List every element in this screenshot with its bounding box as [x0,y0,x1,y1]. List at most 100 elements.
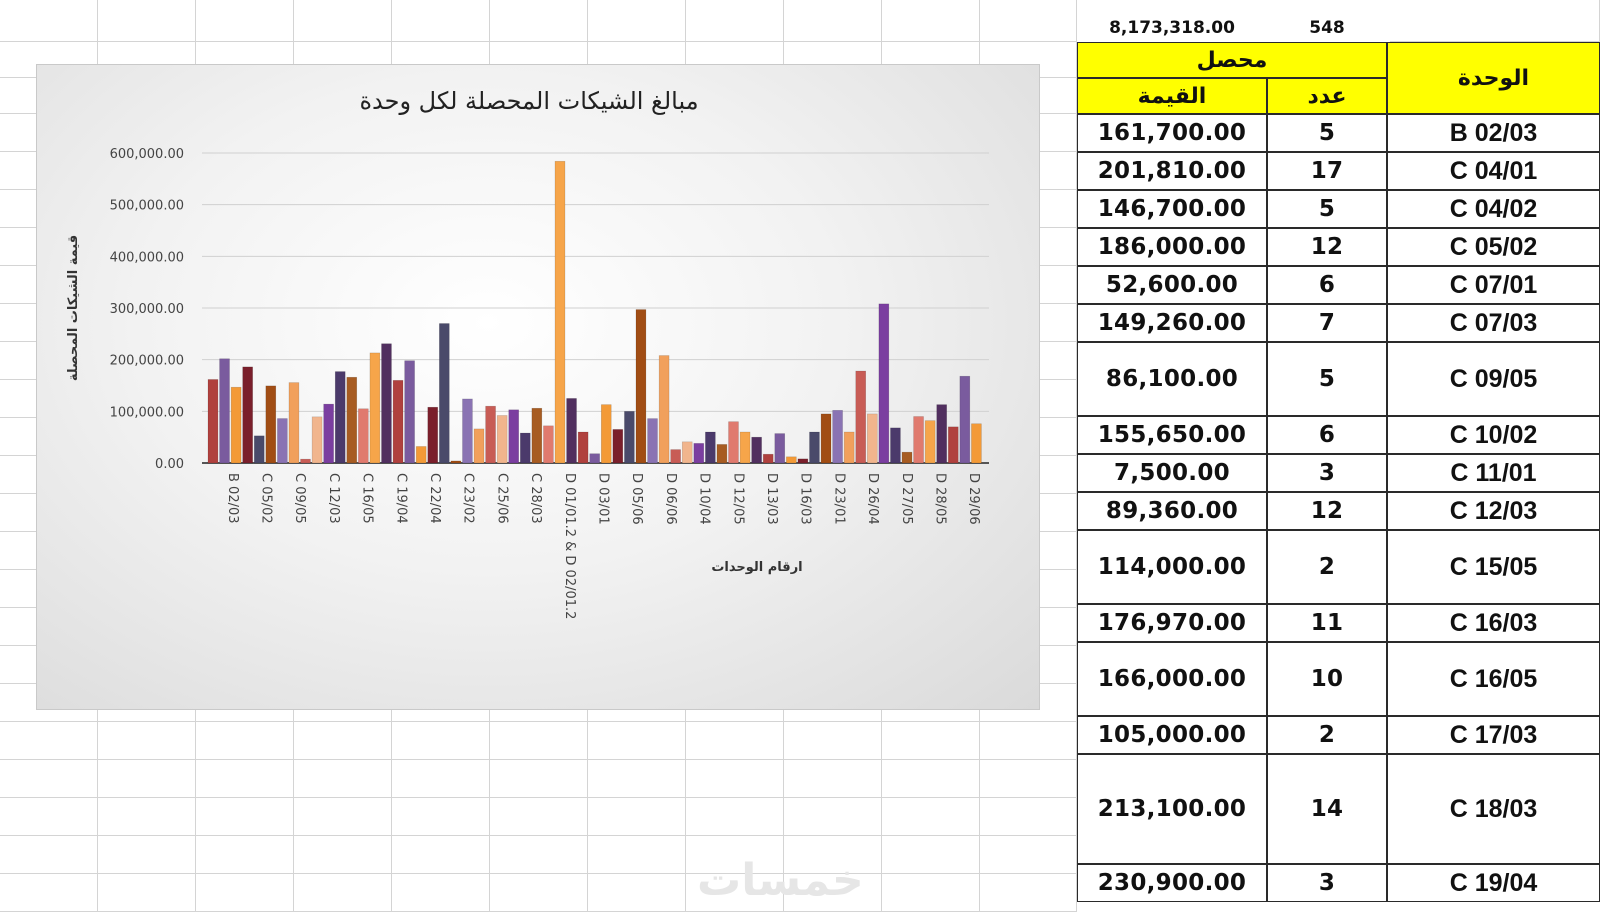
chart-bar [624,411,635,464]
chart-bar [415,446,427,464]
cell-value[interactable]: 186,000.00 [1077,228,1267,266]
cell-unit[interactable]: B 02/03 [1387,114,1600,152]
chart-bar [230,386,242,464]
cell-unit[interactable]: C 19/04 [1387,864,1600,902]
chart-bar [346,376,358,464]
watermark-logo: خمسات [697,855,864,906]
y-tick-label: 600,000.00 [110,147,184,162]
cell-count[interactable]: 17 [1267,152,1387,190]
chart-bar [554,160,566,464]
chart-bar [924,420,936,464]
x-axis-label: ارقام الوحدات [711,560,802,575]
cell-count[interactable]: 2 [1267,716,1387,754]
cell-value[interactable]: 89,360.00 [1077,492,1267,530]
cell-count[interactable]: 6 [1267,416,1387,454]
cell-count[interactable]: 12 [1267,228,1387,266]
cell-value[interactable]: 114,000.00 [1077,530,1267,604]
cell-unit[interactable]: C 07/03 [1387,304,1600,342]
chart-bar [543,425,554,464]
cell-unit[interactable]: C 07/01 [1387,266,1600,304]
cell-count[interactable]: 2 [1267,530,1387,604]
cell-value[interactable]: 149,260.00 [1077,304,1267,342]
chart-bar [832,409,843,464]
cell-count[interactable]: 3 [1267,454,1387,492]
x-tick-label: D 12/05 [730,473,745,525]
cell-count[interactable]: 11 [1267,604,1387,642]
cell-unit[interactable]: C 15/05 [1387,530,1600,604]
cell-unit[interactable]: C 11/01 [1387,454,1600,492]
chart-bar [797,458,809,464]
cell-value[interactable]: 166,000.00 [1077,642,1267,716]
cell-unit[interactable]: C 12/03 [1387,492,1600,530]
cell-value[interactable]: 161,700.00 [1077,114,1267,152]
x-tick-label: D 29/06 [966,473,981,525]
bar-chart: مبالغ الشيكات المحصلة لكل وحدة 0.00 100,00… [66,87,989,619]
chart-bar [901,451,913,464]
cell-count[interactable]: 7 [1267,304,1387,342]
cell-unit[interactable]: C 16/03 [1387,604,1600,642]
chart-bar [311,416,323,464]
cell-value[interactable]: 146,700.00 [1077,190,1267,228]
x-tick-label: D 13/03 [764,473,779,525]
chart-bar [855,370,867,464]
chart-bar [288,382,300,464]
cell-count[interactable]: 5 [1267,114,1387,152]
chart-title: مبالغ الشيكات المحصلة لكل وحدة [359,87,698,115]
cell-unit[interactable]: C 16/05 [1387,642,1600,716]
cell-count[interactable]: 12 [1267,492,1387,530]
cell-count[interactable]: 10 [1267,642,1387,716]
cell-unit[interactable]: C 17/03 [1387,716,1600,754]
y-tick-label: 200,000.00 [110,354,184,369]
chart-bar [867,413,878,464]
cell-unit[interactable]: C 10/02 [1387,416,1600,454]
chart-bar [878,303,890,464]
total-count: 548 [1309,18,1345,38]
x-tick-label: D 27/05 [899,473,914,525]
cell-unit[interactable]: C 18/03 [1387,754,1600,864]
chart-bar [635,309,647,464]
chart-bar [600,404,612,464]
chart-bar [739,431,751,464]
cell-value[interactable]: 230,900.00 [1077,864,1267,902]
chart-bar [381,343,392,464]
chart-bar [751,436,762,464]
cell-value[interactable]: 201,810.00 [1077,152,1267,190]
cell-value[interactable]: 155,650.00 [1077,416,1267,454]
chart-bar [566,398,577,464]
chart-bar [369,352,381,464]
chart-bar [265,385,277,464]
y-tick-label: 100,000.00 [110,405,184,420]
chart-bar [462,398,473,464]
cell-value[interactable]: 176,970.00 [1077,604,1267,642]
chart-bar [323,403,334,464]
cell-value[interactable]: 52,600.00 [1077,266,1267,304]
chart-bar [716,444,728,464]
x-tick-label: D 10/04 [697,473,712,525]
cell-unit[interactable]: C 04/01 [1387,152,1600,190]
chart-bar [392,380,404,464]
chart-bar [843,431,855,464]
chart-bar [762,453,774,464]
cell-unit[interactable]: C 04/02 [1387,190,1600,228]
cell-count[interactable]: 5 [1267,190,1387,228]
x-tick-label: D 06/06 [663,473,678,525]
total-value: 8,173,318.00 [1109,18,1235,38]
cell-unit[interactable]: C 09/05 [1387,342,1600,416]
x-tick-label: D 05/06 [629,473,644,525]
cell-unit[interactable]: C 05/02 [1387,228,1600,266]
cell-value[interactable]: 86,100.00 [1077,342,1267,416]
chart-area[interactable]: مبالغ الشيكات المحصلة لكل وحدة 0.00 100,00… [36,64,1040,710]
cell-count[interactable]: 5 [1267,342,1387,416]
cell-value[interactable]: 7,500.00 [1077,454,1267,492]
cell-value[interactable]: 213,100.00 [1077,754,1267,864]
cell-count[interactable]: 3 [1267,864,1387,902]
chart-bar [890,427,901,464]
chart-bar [242,366,253,464]
chart-bar [658,355,670,464]
chart-bar [936,404,947,464]
chart-bar [589,453,600,464]
cell-count[interactable]: 14 [1267,754,1387,864]
cell-value[interactable]: 105,000.00 [1077,716,1267,754]
cell-count[interactable]: 6 [1267,266,1387,304]
x-tick-label: D 03/01 [596,473,611,525]
